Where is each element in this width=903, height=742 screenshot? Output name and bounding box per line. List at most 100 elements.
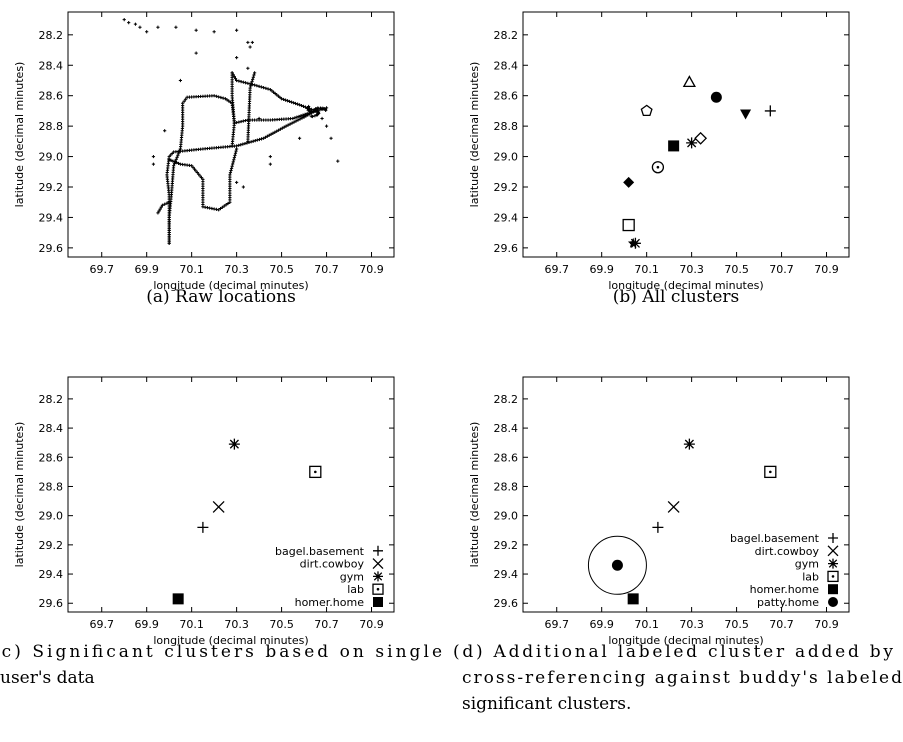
raw-point xyxy=(173,160,177,164)
raw-point xyxy=(229,166,234,170)
x-tick-label: 70.7 xyxy=(314,618,339,631)
raw-point xyxy=(290,121,294,125)
raw-point xyxy=(239,80,243,84)
raw-point xyxy=(246,40,250,45)
raw-point xyxy=(306,106,310,110)
y-tick-label: 28.2 xyxy=(494,29,519,42)
raw-point xyxy=(298,117,302,121)
raw-point xyxy=(167,158,171,162)
star-filled-marker xyxy=(627,237,639,248)
raw-point xyxy=(275,93,279,97)
raw-point xyxy=(284,124,288,128)
raw-point xyxy=(257,137,262,142)
raw-point xyxy=(264,86,268,90)
plot-frame xyxy=(67,11,395,258)
asterisk-marker xyxy=(683,438,695,450)
y-tick-label: 28.8 xyxy=(494,120,519,133)
caption-line: (c) Significant clusters based on single xyxy=(0,642,442,662)
x-axis-label: longitude (decimal minutes) xyxy=(153,634,308,647)
raw-point xyxy=(271,90,276,94)
raw-point xyxy=(233,151,238,155)
raw-point xyxy=(233,76,238,81)
y-tick-label: 28.2 xyxy=(39,29,64,42)
x-tick-label: 70.1 xyxy=(634,263,659,276)
chart-panel-b: 69.7 69.9 70.1 70.3 70.5 70.7 70.9 28.2 28.4 28.6… xyxy=(468,11,850,307)
raw-point xyxy=(278,127,283,131)
raw-point xyxy=(145,30,149,34)
raw-point xyxy=(230,144,234,148)
cross-marker xyxy=(372,558,384,570)
y-tick-label: 29.4 xyxy=(39,568,64,581)
raw-point xyxy=(265,134,269,138)
raw-point xyxy=(235,28,239,32)
raw-point xyxy=(157,209,161,213)
raw-point xyxy=(127,21,131,25)
raw-point xyxy=(279,97,284,101)
raw-point xyxy=(194,28,198,32)
raw-point xyxy=(250,40,254,45)
raw-point xyxy=(282,125,286,129)
raw-point xyxy=(291,116,295,121)
legend-label: patty.home xyxy=(757,596,819,609)
raw-point xyxy=(191,165,195,170)
x-tick-label: 70.5 xyxy=(724,263,749,276)
x-tick-label: 69.7 xyxy=(544,263,569,276)
raw-point xyxy=(194,51,198,55)
raw-point xyxy=(151,162,156,166)
y-tick-label: 29.0 xyxy=(39,510,64,523)
x-tick-label: 70.5 xyxy=(269,263,294,276)
square-open-marker xyxy=(622,218,635,232)
plus-marker xyxy=(828,533,838,543)
raw-point xyxy=(252,73,256,77)
raw-point xyxy=(295,115,299,119)
raw-point xyxy=(295,102,300,106)
raw-point xyxy=(225,98,229,102)
raw-point xyxy=(239,119,243,124)
raw-point xyxy=(255,138,259,142)
raw-point xyxy=(246,81,250,85)
raw-point xyxy=(169,158,173,162)
raw-point xyxy=(239,143,243,147)
y-tick-label: 29.0 xyxy=(39,151,64,164)
raw-point xyxy=(235,147,239,151)
raw-point xyxy=(230,164,234,168)
plus-marker xyxy=(764,105,776,117)
raw-point xyxy=(303,112,307,116)
raw-point xyxy=(156,25,160,29)
raw-point xyxy=(237,143,241,147)
plot-frame xyxy=(522,11,850,258)
raw-point xyxy=(255,84,259,88)
y-tick-label: 29.0 xyxy=(494,510,519,523)
legend-label: gym xyxy=(340,570,364,583)
raw-point xyxy=(296,118,300,122)
square-dot-center xyxy=(376,587,380,591)
square-filled-marker xyxy=(373,597,383,607)
raw-point xyxy=(250,79,254,84)
y-tick-label: 28.6 xyxy=(494,451,519,464)
raw-point xyxy=(160,203,165,207)
raw-point xyxy=(329,136,333,140)
asterisk-marker xyxy=(228,438,240,450)
raw-point xyxy=(291,101,296,105)
raw-point xyxy=(165,201,169,205)
pentagon-open-marker xyxy=(640,104,653,117)
raw-point xyxy=(195,170,199,175)
raw-point xyxy=(320,116,324,121)
raw-point xyxy=(276,94,280,98)
raw-point xyxy=(151,154,156,159)
square-dot-center xyxy=(831,575,835,578)
chart-panel-c: 69.7 69.9 70.1 70.3 70.5 70.7 70.9 28.2 28.4 28.6… xyxy=(0,376,442,688)
raw-point xyxy=(219,95,223,100)
raw-point xyxy=(302,115,306,119)
y-tick-label: 28.4 xyxy=(39,59,64,72)
raw-point xyxy=(269,132,273,136)
raw-point xyxy=(178,78,183,83)
x-axis-label: longitude (decimal minutes) xyxy=(153,279,308,292)
legend-label: bagel.basement xyxy=(730,532,820,545)
legend-label: lab xyxy=(802,570,819,583)
raw-point xyxy=(122,18,126,22)
square-dot-center xyxy=(314,470,317,474)
y-tick-label: 29.6 xyxy=(494,597,519,610)
x-tick-label: 70.5 xyxy=(269,618,294,631)
raw-point xyxy=(244,81,248,85)
